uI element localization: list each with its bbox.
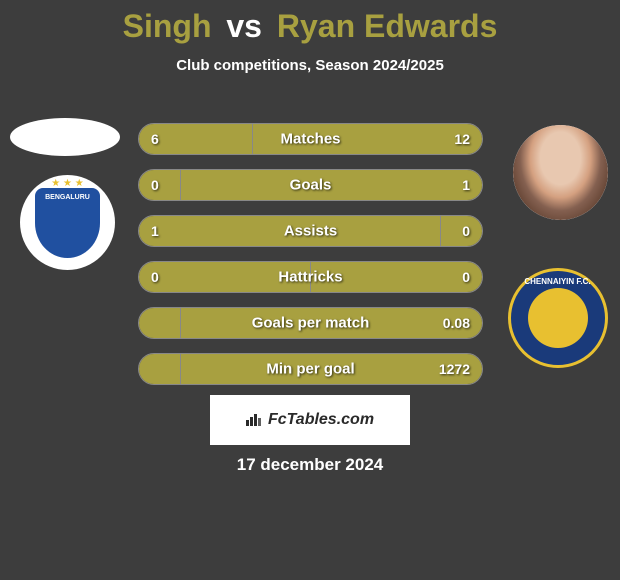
stat-bar: Goals 0 1 (138, 169, 483, 201)
stat-value-right: 0 (462, 269, 470, 285)
stat-bar: Matches 6 12 (138, 123, 483, 155)
stat-bar: Goals per match 0.08 (138, 307, 483, 339)
player1-name: Singh (123, 8, 212, 44)
stat-label: Goals per match (252, 315, 370, 332)
stat-bar: Assists 1 0 (138, 215, 483, 247)
club-left-name: BENGALURU (35, 194, 100, 201)
club-left-badge: ★ ★ ★ BENGALURU (20, 175, 115, 270)
club-right-emblem-icon (528, 288, 588, 348)
bar-left-fill (139, 170, 180, 200)
watermark-text: FcTables.com (268, 411, 374, 429)
stat-label: Goals (290, 177, 332, 194)
stat-label: Hattricks (278, 269, 342, 286)
watermark-chart-icon (246, 412, 262, 429)
player1-avatar (10, 118, 120, 156)
stat-value-right: 0 (462, 223, 470, 239)
stat-value-left: 0 (151, 269, 159, 285)
page-title: Singh vs Ryan Edwards (0, 0, 620, 45)
stat-value-left: 0 (151, 177, 159, 193)
club-left-stars-icon: ★ ★ ★ (35, 178, 100, 189)
stat-value-right: 12 (454, 131, 470, 147)
bar-left-fill (139, 354, 180, 384)
stat-bar: Min per goal 1272 (138, 353, 483, 385)
stat-value-left: 1 (151, 223, 159, 239)
date-label: 17 december 2024 (237, 455, 384, 475)
bar-left-fill (139, 308, 180, 338)
title-vs: vs (226, 8, 262, 44)
stat-value-right: 0.08 (443, 315, 470, 331)
comparison-card: Singh vs Ryan Edwards Club competitions,… (0, 0, 620, 580)
club-right-name: CHENNAIYIN F.C. (511, 277, 605, 286)
stat-bar: Hattricks 0 0 (138, 261, 483, 293)
player2-photo (513, 125, 608, 220)
stat-value-left: 6 (151, 131, 159, 147)
player2-name: Ryan Edwards (277, 8, 498, 44)
player2-avatar (513, 125, 608, 220)
stat-value-right: 1272 (439, 361, 470, 377)
subtitle: Club competitions, Season 2024/2025 (0, 57, 620, 74)
stat-label: Matches (280, 131, 340, 148)
watermark-box: FcTables.com (210, 395, 410, 445)
stats-container: Matches612Goals01Assists10Hattricks00Goa… (138, 123, 483, 399)
stat-value-right: 1 (462, 177, 470, 193)
club-right-circle: CHENNAIYIN F.C. (508, 268, 608, 368)
club-right-badge: CHENNAIYIN F.C. (505, 260, 610, 375)
stat-label: Assists (284, 223, 337, 240)
club-left-shield: ★ ★ ★ BENGALURU (35, 188, 100, 258)
stat-label: Min per goal (266, 361, 354, 378)
